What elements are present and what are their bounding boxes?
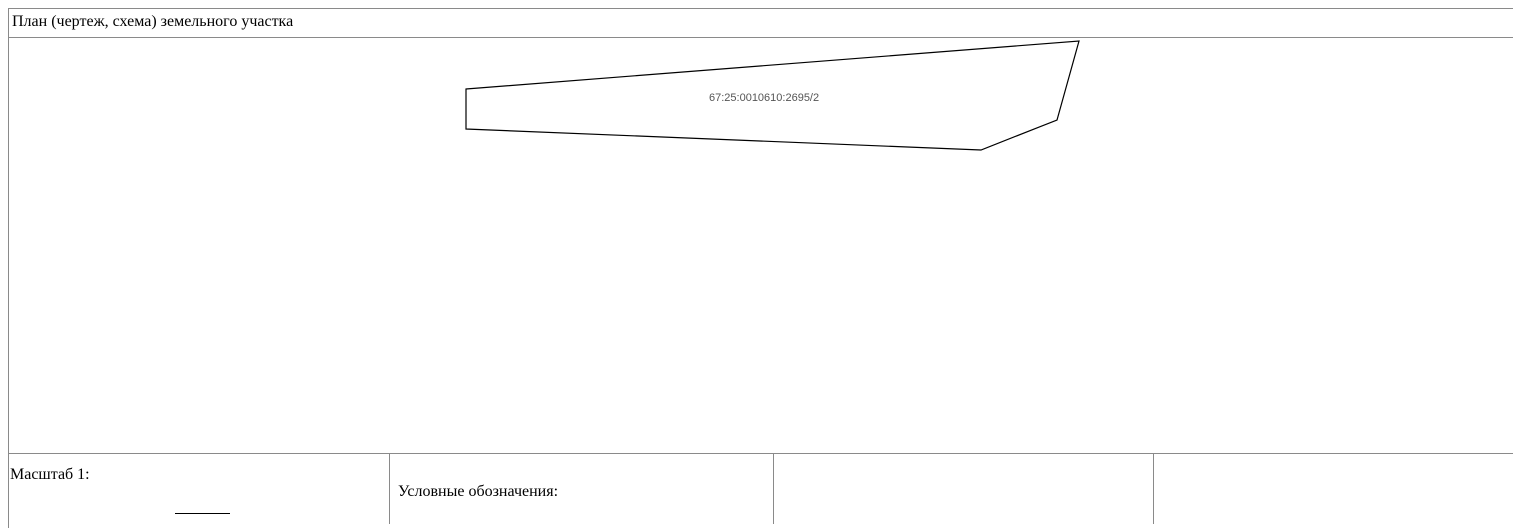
plan-footer-row: Масштаб 1: Условные обозначения: xyxy=(8,453,1513,524)
empty-cell-2 xyxy=(1154,454,1513,524)
scale-bar xyxy=(175,513,230,514)
parcel-outline xyxy=(465,40,1080,151)
legend-cell: Условные обозначения: xyxy=(390,454,774,524)
plan-title: План (чертеж, схема) земельного участка xyxy=(12,13,294,30)
parcel-cadastral-label: 67:25:0010610:2695/2 xyxy=(709,92,819,104)
plan-frame xyxy=(8,8,1513,528)
legend-label: Условные обозначения: xyxy=(398,483,559,500)
plan-drawing: 67:25:0010610:2695/2 xyxy=(465,40,1080,151)
scale-cell: Масштаб 1: xyxy=(8,454,390,524)
plan-title-row: План (чертеж, схема) земельного участка xyxy=(8,8,1513,38)
empty-cell-1 xyxy=(774,454,1154,524)
scale-label: Масштаб 1: xyxy=(10,466,90,483)
